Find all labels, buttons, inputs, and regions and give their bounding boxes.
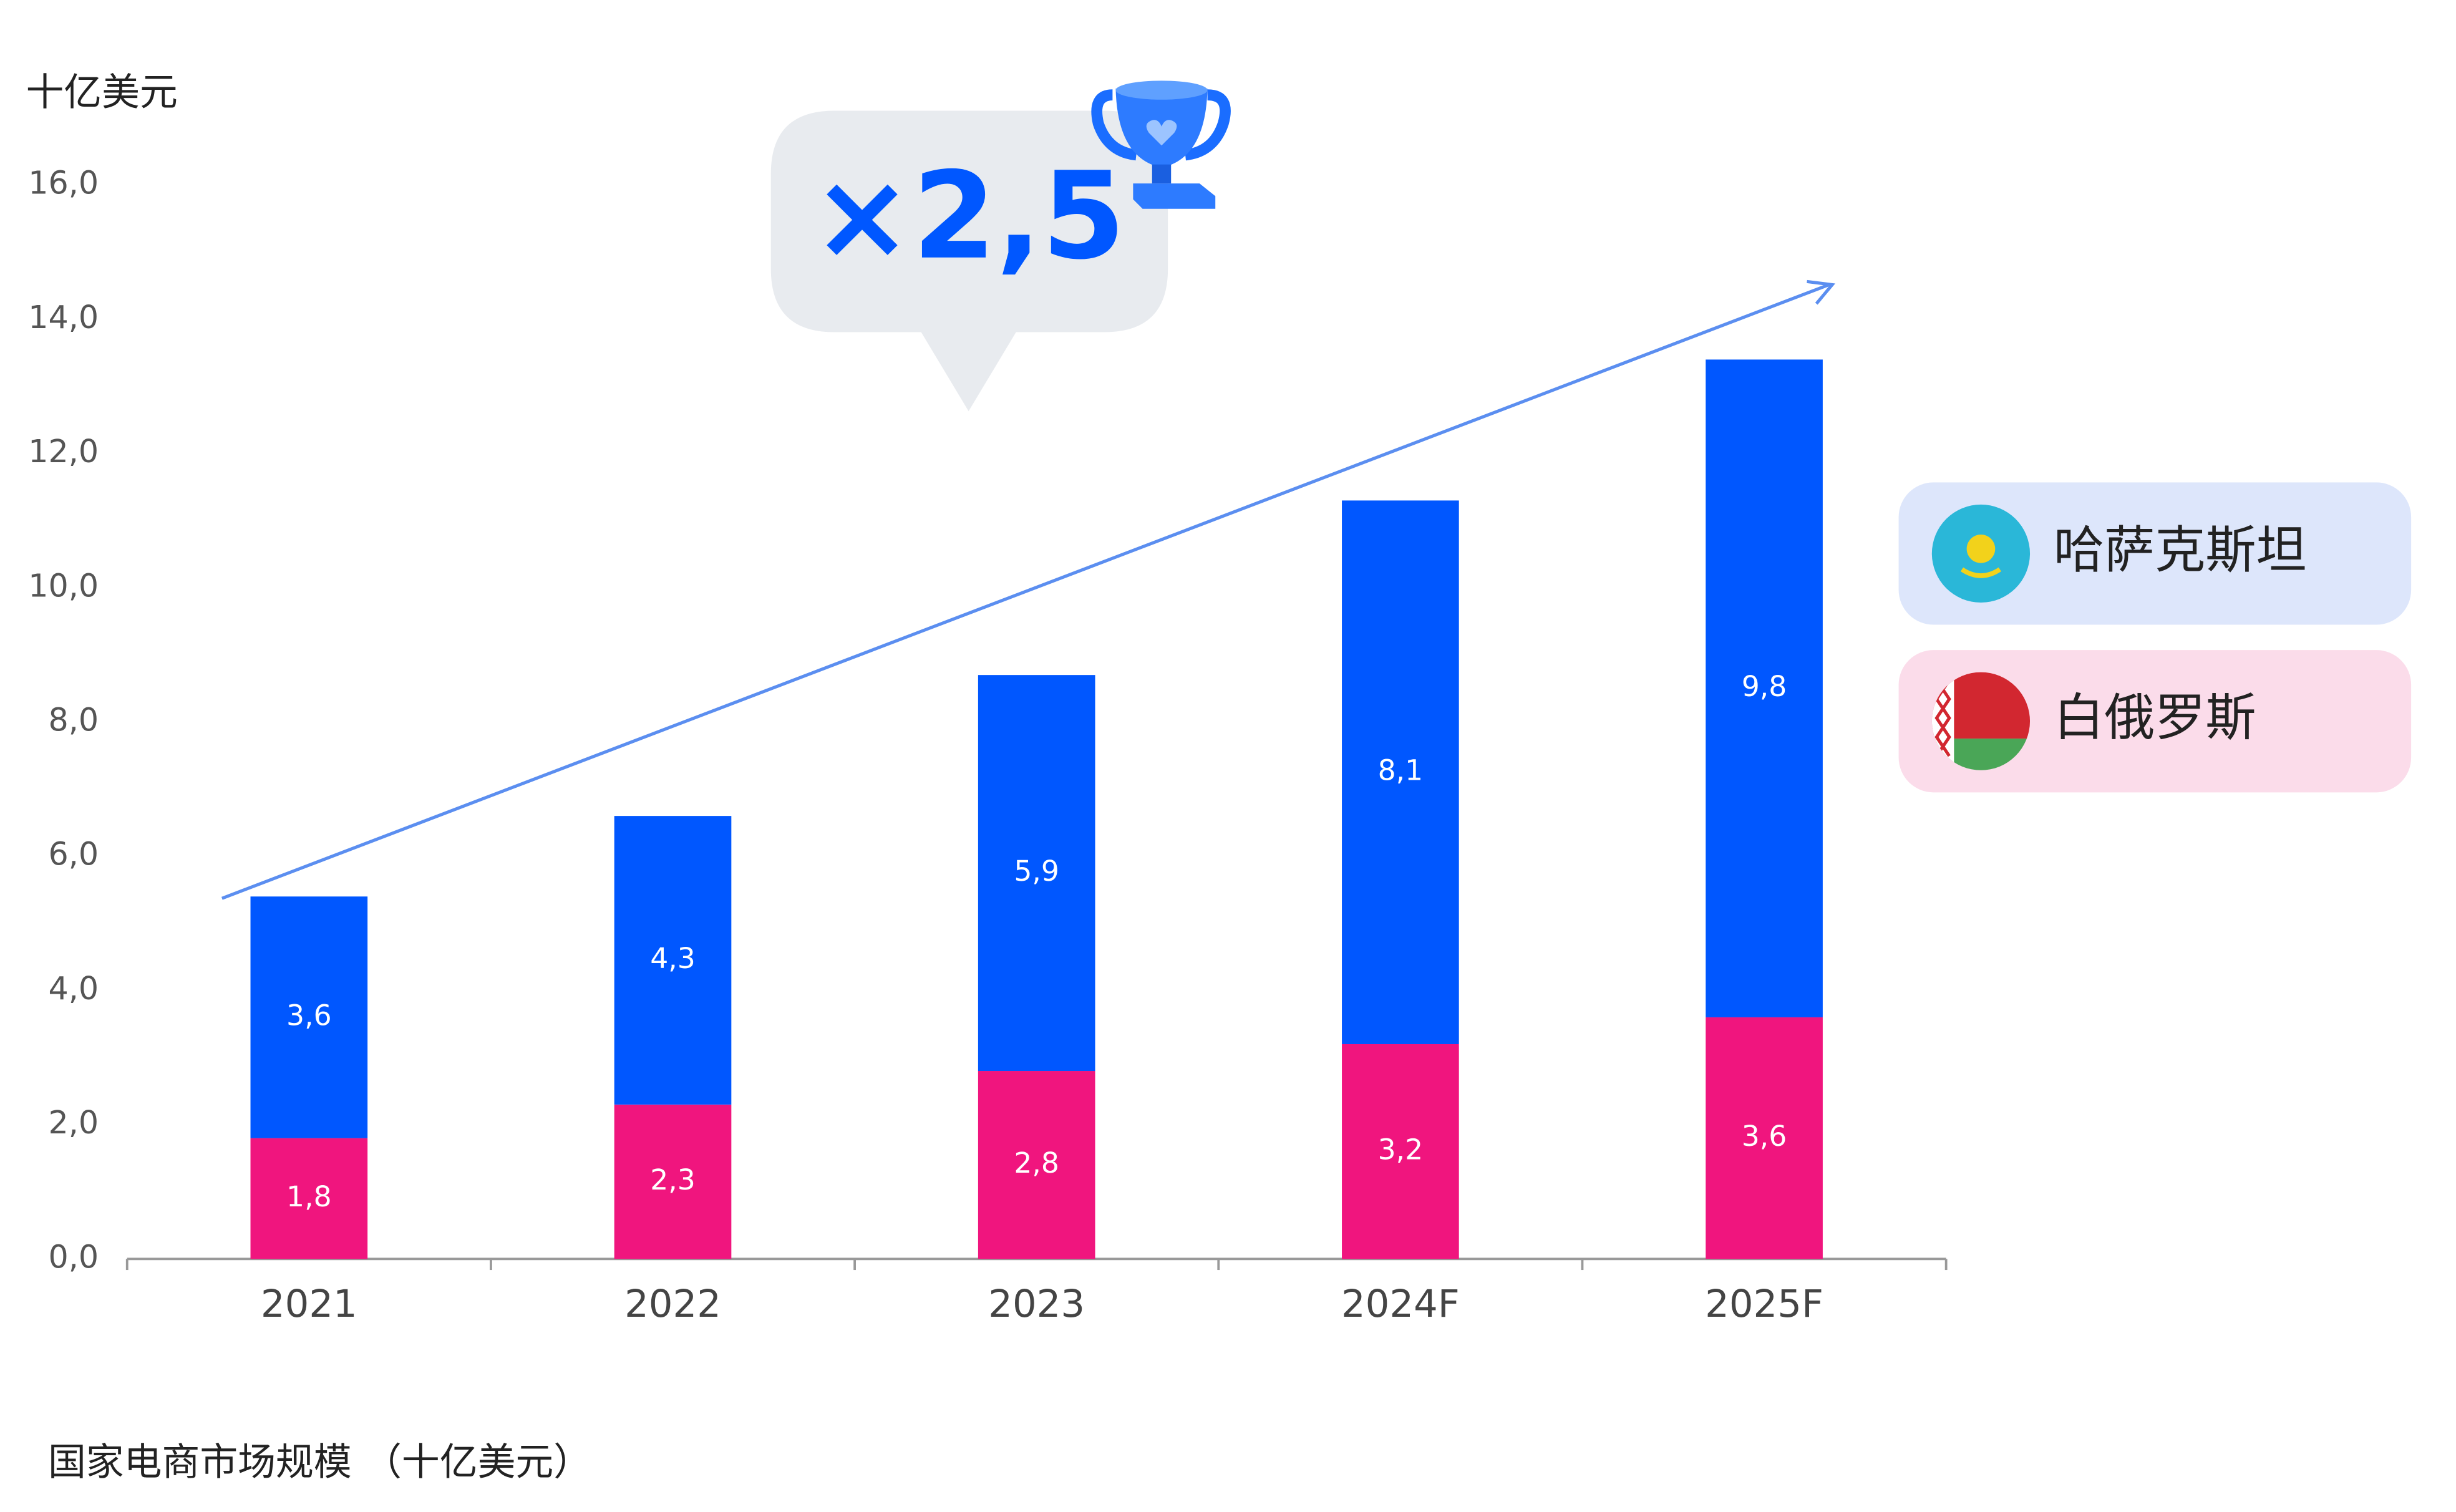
flag-belarus — [1931, 672, 2031, 770]
flag-eagle — [1960, 567, 2001, 578]
bar — [1706, 359, 1823, 1017]
value-label: 3,6 — [1742, 1120, 1787, 1153]
footnote: 国家电商市场规模 （十亿美元） — [48, 1441, 591, 1485]
value-label: 2,3 — [650, 1163, 696, 1196]
y-tick-label: 2,0 — [48, 1104, 99, 1141]
annotation: ×2,5 — [812, 147, 1125, 286]
value-label: 5,9 — [1014, 855, 1059, 888]
value-label: 8,1 — [1378, 754, 1424, 787]
bar — [250, 1138, 368, 1259]
y-tick-label: 16,0 — [28, 165, 99, 201]
y-tick-label: 4,0 — [48, 970, 99, 1007]
bar — [614, 1104, 732, 1259]
legend-box — [1898, 650, 2412, 793]
y-tick-label: 10,0 — [28, 567, 99, 604]
value-label: 3,2 — [1378, 1133, 1424, 1166]
legend-box — [1898, 482, 2412, 625]
legend-label: 白俄罗斯 — [2054, 689, 2256, 748]
y-axis-label: 十亿美元 — [26, 71, 177, 115]
value-label: 4,3 — [650, 942, 696, 975]
bar — [1706, 1017, 1823, 1259]
y-tick-label: 0,0 — [48, 1238, 99, 1275]
x-tick-label: 2022 — [624, 1282, 721, 1326]
trend-arrowhead — [1807, 279, 1836, 305]
value-label: 3,6 — [286, 999, 332, 1032]
bar — [614, 816, 732, 1105]
trophy-icon — [1091, 80, 1231, 209]
trend-line — [221, 283, 1830, 900]
legend-label: 哈萨克斯坦 — [2054, 521, 2307, 580]
y-tick-label: 14,0 — [28, 299, 99, 336]
x-tick-label: 2023 — [988, 1282, 1085, 1326]
bar — [250, 896, 368, 1138]
x-tick-label: 2021 — [261, 1282, 357, 1326]
x-tick-label: 2024F — [1341, 1282, 1460, 1326]
value-label: 9,8 — [1742, 670, 1787, 703]
y-tick-label: 8,0 — [48, 701, 99, 738]
x-axis-ticks — [125, 1259, 1948, 1271]
value-label: 1,8 — [286, 1180, 332, 1213]
annotation-bubble — [770, 110, 1168, 412]
flag-sun — [1966, 535, 1996, 563]
x-tick-label: 2025F — [1705, 1282, 1823, 1326]
bar — [978, 1071, 1095, 1259]
value-label: 2,8 — [1014, 1146, 1059, 1180]
bar — [1342, 1044, 1459, 1259]
y-tick-label: 12,0 — [28, 433, 99, 470]
bar — [1342, 500, 1459, 1044]
bar — [978, 675, 1095, 1072]
y-tick-label: 6,0 — [48, 836, 99, 873]
